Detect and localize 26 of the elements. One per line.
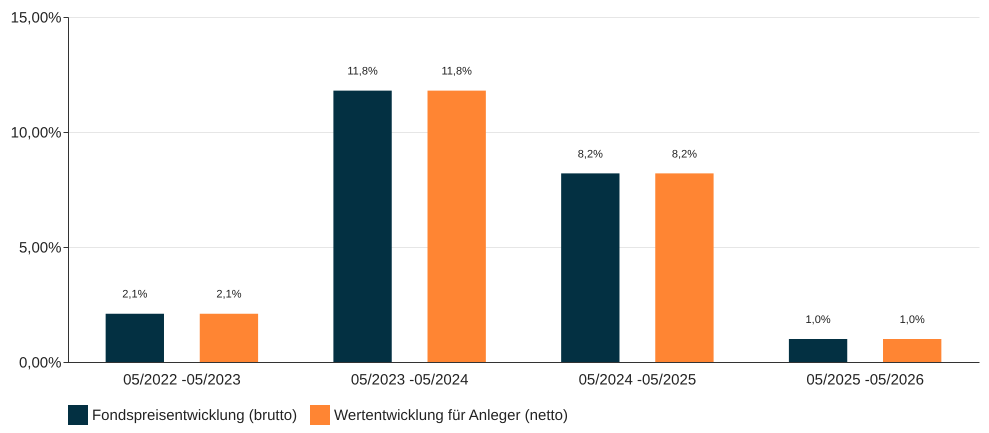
bar [788,339,848,362]
legend-label: Fondspreisentwicklung (brutto) [92,407,298,424]
bar [106,314,164,362]
data-label: 11,8% [441,66,472,78]
x-tick-label: 05/2022 -05/2023 [123,372,241,388]
data-label: 8,2% [672,148,698,160]
bar [428,90,486,362]
bar [655,173,714,362]
y-tick-label: 0,00% [18,354,62,372]
legend-label: Wertentwicklung für Anleger (netto) [334,407,568,424]
bar [333,90,392,362]
data-label: 2,1% [216,288,242,301]
data-label: 11,8% [347,66,378,78]
x-tick-label: 05/2023 -05/2024 [350,372,468,388]
y-tick-label: 15,00% [10,10,62,26]
data-label: 1,0% [900,314,925,326]
data-label: 2,1% [122,288,148,301]
x-tick-label: 05/2025 -05/2026 [806,372,924,388]
x-tick-label: 05/2024 -05/2025 [578,372,696,388]
data-label: 1,0% [806,314,831,326]
data-label: 8,2% [578,148,604,160]
y-tick-label: 5,00% [18,240,62,256]
y-tick-label: 10,00% [10,124,62,142]
bar [561,173,620,362]
bar [200,314,258,362]
bar [883,339,942,362]
